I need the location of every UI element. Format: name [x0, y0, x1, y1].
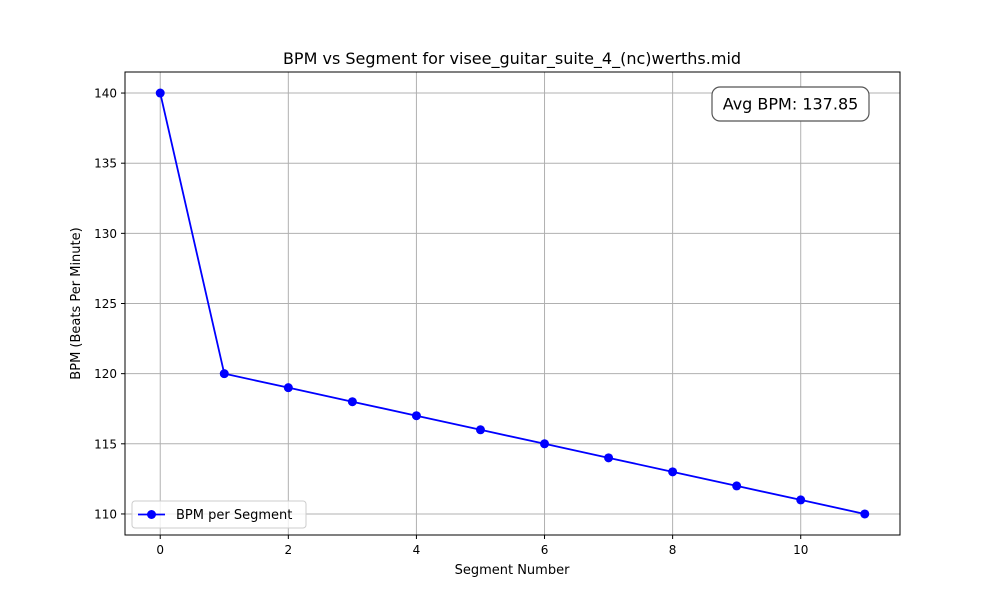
- y-tick-label: 125: [94, 297, 117, 311]
- legend-marker-swatch: [147, 510, 156, 519]
- x-tick-label: 4: [413, 543, 421, 557]
- data-point: [732, 481, 742, 491]
- legend-box: [131, 500, 307, 529]
- series-line: [159, 92, 865, 515]
- x-tick-label: 10: [793, 543, 808, 557]
- legend-label: BPM per Segment: [176, 508, 292, 523]
- x-tick-label: 2: [285, 543, 293, 557]
- data-point: [604, 453, 614, 463]
- data-point: [155, 88, 165, 98]
- grid-lines: [125, 72, 900, 535]
- y-tick-label: 115: [94, 437, 117, 451]
- y-tick-label: 120: [94, 367, 117, 381]
- data-point: [796, 495, 806, 505]
- y-tick-label: 110: [94, 507, 117, 521]
- x-tick-label: 6: [541, 543, 549, 557]
- data-point: [860, 509, 870, 519]
- avg-bpm-annotation: Avg BPM: 137.85: [711, 86, 870, 122]
- y-tick-label: 135: [94, 157, 117, 171]
- data-point: [475, 425, 485, 435]
- x-tick-label: 0: [156, 543, 164, 557]
- chart-title: BPM vs Segment for visee_guitar_suite_4_…: [283, 49, 741, 69]
- data-point: [219, 369, 229, 379]
- x-tick-label: 8: [669, 543, 677, 557]
- data-point: [411, 411, 421, 421]
- data-point: [668, 467, 678, 477]
- y-axis-label: BPM (Beats Per Minute): [69, 227, 84, 379]
- series-bpm-per-segment: [155, 88, 870, 519]
- axis-ticks: 0 2 4 6 8 10 110 115 120 125 130 135 140: [94, 87, 808, 557]
- data-point: [283, 383, 293, 393]
- avg-bpm-label: Avg BPM: 137.85: [723, 95, 859, 114]
- y-tick-label: 130: [94, 227, 117, 241]
- y-tick-label: 140: [94, 87, 117, 101]
- data-point: [347, 397, 357, 407]
- x-axis-label: Segment Number: [455, 563, 571, 578]
- legend: BPM per Segment: [131, 500, 307, 529]
- avg-bpm-box: [711, 86, 870, 122]
- data-point: [540, 439, 550, 449]
